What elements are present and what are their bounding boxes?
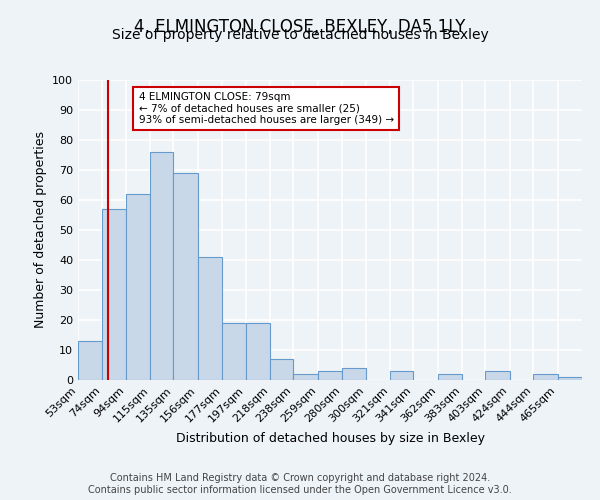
Bar [485,371,510,380]
Bar [126,194,150,380]
Text: 4, ELMINGTON CLOSE, BEXLEY, DA5 1LY: 4, ELMINGTON CLOSE, BEXLEY, DA5 1LY [134,18,466,36]
Bar [223,323,245,380]
Bar [437,374,462,380]
Bar [198,257,223,380]
Bar [293,374,318,380]
Bar [318,371,342,380]
Bar [173,173,198,380]
X-axis label: Distribution of detached houses by size in Bexley: Distribution of detached houses by size … [176,432,485,445]
Y-axis label: Number of detached properties: Number of detached properties [34,132,47,328]
Text: Size of property relative to detached houses in Bexley: Size of property relative to detached ho… [112,28,488,42]
Bar [78,341,103,380]
Bar [390,371,413,380]
Bar [245,323,270,380]
Bar [103,209,126,380]
Bar [270,359,293,380]
Bar [150,152,173,380]
Bar [342,368,365,380]
Text: 4 ELMINGTON CLOSE: 79sqm
← 7% of detached houses are smaller (25)
93% of semi-de: 4 ELMINGTON CLOSE: 79sqm ← 7% of detache… [139,92,394,125]
Bar [557,377,582,380]
Bar [533,374,557,380]
Text: Contains HM Land Registry data © Crown copyright and database right 2024.
Contai: Contains HM Land Registry data © Crown c… [88,474,512,495]
